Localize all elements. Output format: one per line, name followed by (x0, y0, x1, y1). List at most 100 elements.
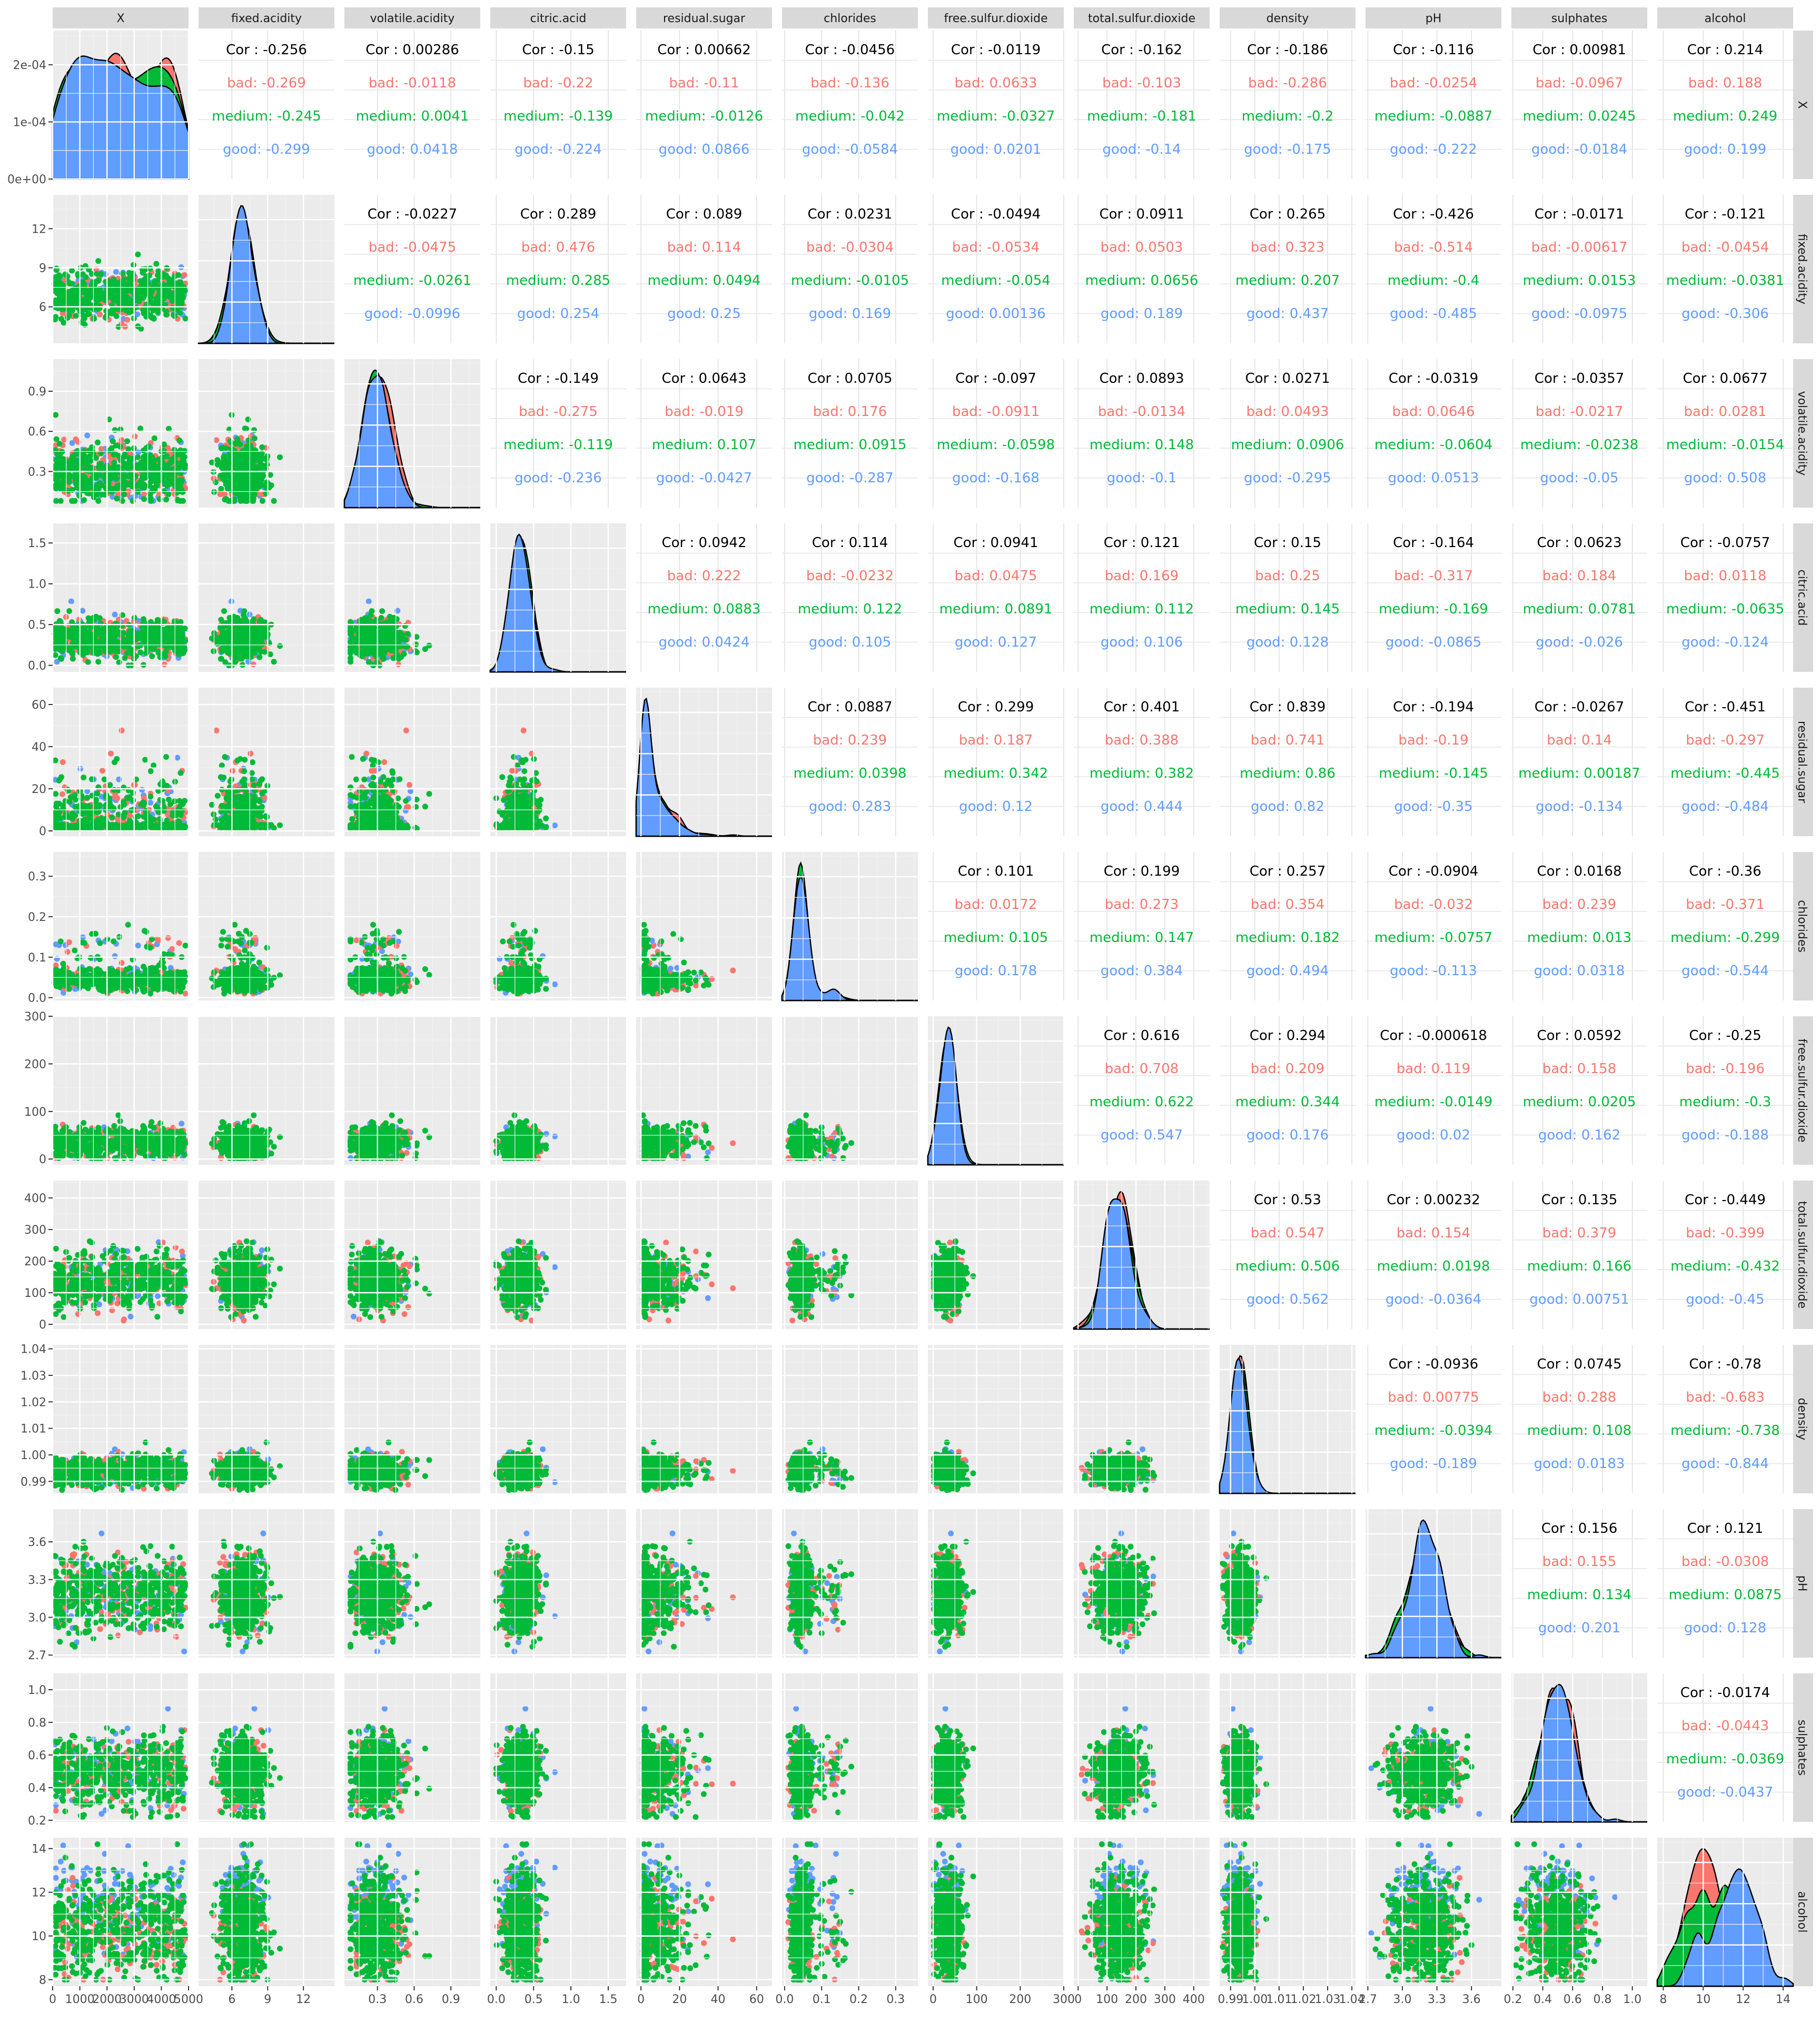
column-strip-label-volatile-acidity: volatile.acidity (370, 12, 455, 25)
corr-overall-prefix: Cor : (657, 42, 694, 58)
corr-bad-prefix: bad: (1536, 75, 1570, 91)
corr-good-value: -0.299 (266, 142, 310, 157)
scatter-point (180, 489, 185, 495)
scatter-point (113, 475, 118, 481)
corr-bad-value: 0.323 (1285, 240, 1324, 255)
scatter-point (235, 452, 241, 458)
scatter-point (251, 427, 257, 433)
scatter-point (181, 284, 186, 290)
panel-citric-acid-vs-x (52, 523, 189, 672)
scatter-point (122, 324, 128, 330)
column-strip-label-density: density (1267, 12, 1309, 25)
corr-overall-text: Cor : -0.149 (518, 371, 599, 386)
corr-overall-value: -0.186 (1284, 42, 1328, 58)
scatter-point (146, 443, 152, 449)
corr-bad-value: -0.0911 (987, 404, 1040, 420)
corr-good-value: 0.508 (1727, 470, 1766, 486)
corr-medium-value: -0.0238 (1586, 437, 1638, 453)
corr-medium-prefix: medium: (1087, 108, 1152, 124)
corr-bad-text: bad: 0.476 (521, 240, 595, 255)
scatter-point (111, 452, 116, 458)
corr-good-text: good: 0.25 (667, 306, 741, 322)
scatter-point (103, 308, 109, 314)
corr-medium-prefix: medium: (794, 437, 859, 453)
corr-good-value: 0.0418 (410, 142, 458, 157)
corr-bad-prefix: bad: (1531, 240, 1566, 255)
panel-fixed-acidity-vs-fixed-acidity (199, 195, 334, 343)
corr-medium-value: 0.0906 (1296, 437, 1344, 453)
scatter-point (124, 317, 130, 323)
corr-bad-value: -0.0967 (1570, 75, 1623, 91)
scatter-point (141, 481, 146, 487)
corr-bad-value: -0.269 (262, 75, 306, 91)
corr-overall-prefix: Cor : (368, 206, 404, 222)
corr-overall-text: Cor : 0.0893 (1099, 371, 1184, 386)
scatter-point (143, 453, 149, 459)
scatter-point (121, 276, 127, 282)
scatter-point (70, 498, 75, 504)
corr-medium-text: medium: -0.181 (1087, 108, 1196, 124)
corr-bad-prefix: bad: (1098, 404, 1133, 420)
corr-overall-text: Cor : 0.00662 (657, 42, 751, 58)
corr-bad-text: bad: 0.0633 (955, 75, 1037, 91)
corr-bad-prefix: bad: (1681, 240, 1716, 255)
column-strip-label-x: X (116, 12, 124, 25)
corr-medium-value: 0.0041 (421, 108, 469, 124)
corr-medium-prefix: medium: (212, 108, 277, 124)
y-tick-label: 2e-04 (13, 59, 46, 72)
scatter-point (80, 608, 85, 613)
corr-good-value: -0.222 (1433, 142, 1477, 157)
scatter-point (120, 271, 125, 276)
corr-overall-text: Cor : -0.121 (1685, 206, 1766, 222)
scatter-point (113, 269, 119, 275)
corr-bad-text: bad: 0.176 (813, 404, 887, 420)
corr-medium-value: 0.0245 (1588, 108, 1636, 124)
corr-medium-value: 0.249 (1738, 108, 1777, 124)
corr-medium-prefix: medium: (795, 108, 860, 124)
scatter-point (137, 425, 143, 431)
scatter-point (87, 292, 93, 298)
panel-volatile-acidity-vs-x (52, 359, 189, 508)
corr-bad-text: bad: -0.0967 (1536, 75, 1623, 91)
corr-good-text: good: -0.0584 (802, 142, 898, 157)
corr-overall-prefix: Cor : (1532, 42, 1569, 58)
corr-overall-prefix: Cor : (1393, 42, 1430, 58)
column-strip-label-citric-acid: citric.acid (530, 12, 587, 25)
corr-bad-text: bad: 0.114 (667, 240, 741, 255)
corr-overall-text: Cor : -0.0494 (951, 206, 1041, 222)
row-strip-label-sulphates: sulphates (1795, 1720, 1808, 1776)
scatter-point (245, 438, 251, 443)
corr-good-value: -0.236 (558, 470, 602, 486)
corr-overall-text: Cor : -0.0119 (951, 42, 1041, 58)
corr-bad-text: bad: -0.0118 (369, 75, 456, 91)
corr-medium-text: medium: 0.285 (506, 273, 610, 289)
scatter-point (172, 478, 177, 483)
corr-overall-prefix: Cor : (1099, 371, 1136, 386)
corr-bad-value: 0.114 (702, 240, 741, 255)
scatter-point (53, 314, 58, 320)
corr-good-text: good: -0.0975 (1531, 306, 1627, 322)
corr-medium-value: -0.0598 (1002, 437, 1055, 453)
scatter-point (183, 315, 189, 321)
panel-fixed-acidity-vs-sulphates: Cor : -0.0171bad: -0.00617medium: 0.0153… (1511, 195, 1647, 343)
corr-medium-value: -0.0261 (419, 273, 471, 289)
panel-volatile-acidity-vs-residual-sugar: Cor : 0.0643bad: -0.019medium: 0.107good… (636, 359, 772, 508)
corr-overall-text: Cor : -0.186 (1247, 42, 1328, 58)
corr-good-text: good: 0.189 (1101, 306, 1183, 322)
corr-overall-value: 0.214 (1724, 42, 1763, 58)
row-strip-label-residual-sugar: residual.sugar (1795, 721, 1808, 804)
scatter-point (82, 474, 88, 480)
corr-bad-value: -0.0475 (403, 240, 456, 255)
corr-overall-value: 0.0677 (1720, 371, 1768, 386)
scatter-point (141, 311, 146, 316)
corr-medium-text: medium: -0.2 (1242, 108, 1334, 124)
scatter-point (138, 326, 144, 332)
scatter-point (251, 448, 256, 453)
corr-overall-prefix: Cor : (1099, 206, 1136, 222)
corr-bad-value: 0.0646 (1427, 404, 1475, 420)
corr-medium-value: 0.0153 (1588, 273, 1636, 289)
corr-overall-text: Cor : 0.214 (1687, 42, 1763, 58)
corr-good-value: -0.224 (558, 142, 602, 157)
corr-bad-prefix: bad: (519, 404, 553, 420)
